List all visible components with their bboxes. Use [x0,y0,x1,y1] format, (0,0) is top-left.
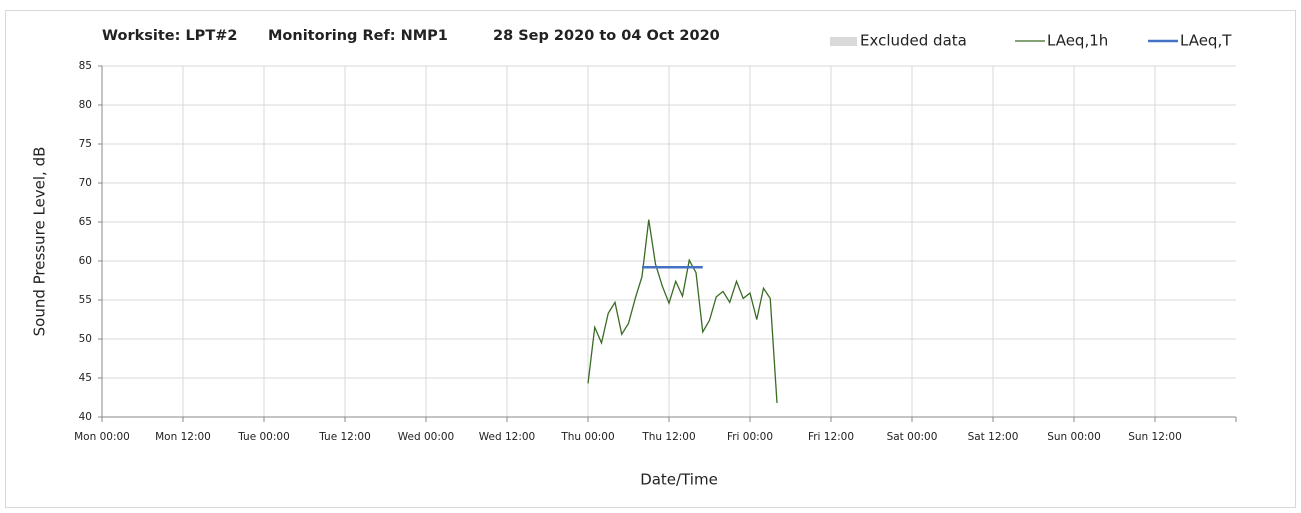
x-tick-label: Wed 12:00 [479,431,536,443]
y-tick-label: 45 [79,372,92,384]
x-tick-label: Tue 00:00 [237,431,290,443]
data-line [587,219,778,404]
y-tick-label: 80 [79,99,92,111]
legend-label: Excluded data [860,32,967,50]
chart-title: Worksite: LPT#2 [102,28,237,44]
x-tick-label: Wed 00:00 [398,431,455,443]
y-tick-label: 70 [79,177,92,189]
x-tick-label: Sat 00:00 [887,431,938,443]
x-axis-label: Date/Time [640,471,718,489]
y-tick-label: 55 [79,294,92,306]
x-tick-label: Thu 12:00 [641,431,695,443]
x-tick-label: Sun 12:00 [1128,431,1182,443]
x-tick-label: Fri 00:00 [727,431,773,443]
y-tick-label: 40 [79,411,92,423]
x-tick-label: Mon 00:00 [74,431,130,443]
x-tick-label: Sun 00:00 [1047,431,1101,443]
x-tick-label: Mon 12:00 [155,431,211,443]
y-axis-label: Sound Pressure Level, dB [31,147,49,337]
legend-label: LAeq,T [1180,32,1232,50]
x-tick-label: Tue 12:00 [318,431,371,443]
y-tick-label: 85 [79,60,92,72]
chart-frame [5,10,1296,508]
y-tick-label: 65 [79,216,92,228]
chart-title: 28 Sep 2020 to 04 Oct 2020 [493,28,720,44]
y-tick-label: 50 [79,333,92,345]
x-tick-label: Fri 12:00 [808,431,854,443]
legend-label: LAeq,1h [1047,32,1108,50]
x-tick-label: Thu 00:00 [560,431,614,443]
x-tick-label: Sat 12:00 [968,431,1019,443]
legend-swatch [830,37,857,46]
y-tick-label: 75 [79,138,92,150]
y-tick-label: 60 [79,255,92,267]
chart-title: Monitoring Ref: NMP1 [268,28,448,44]
